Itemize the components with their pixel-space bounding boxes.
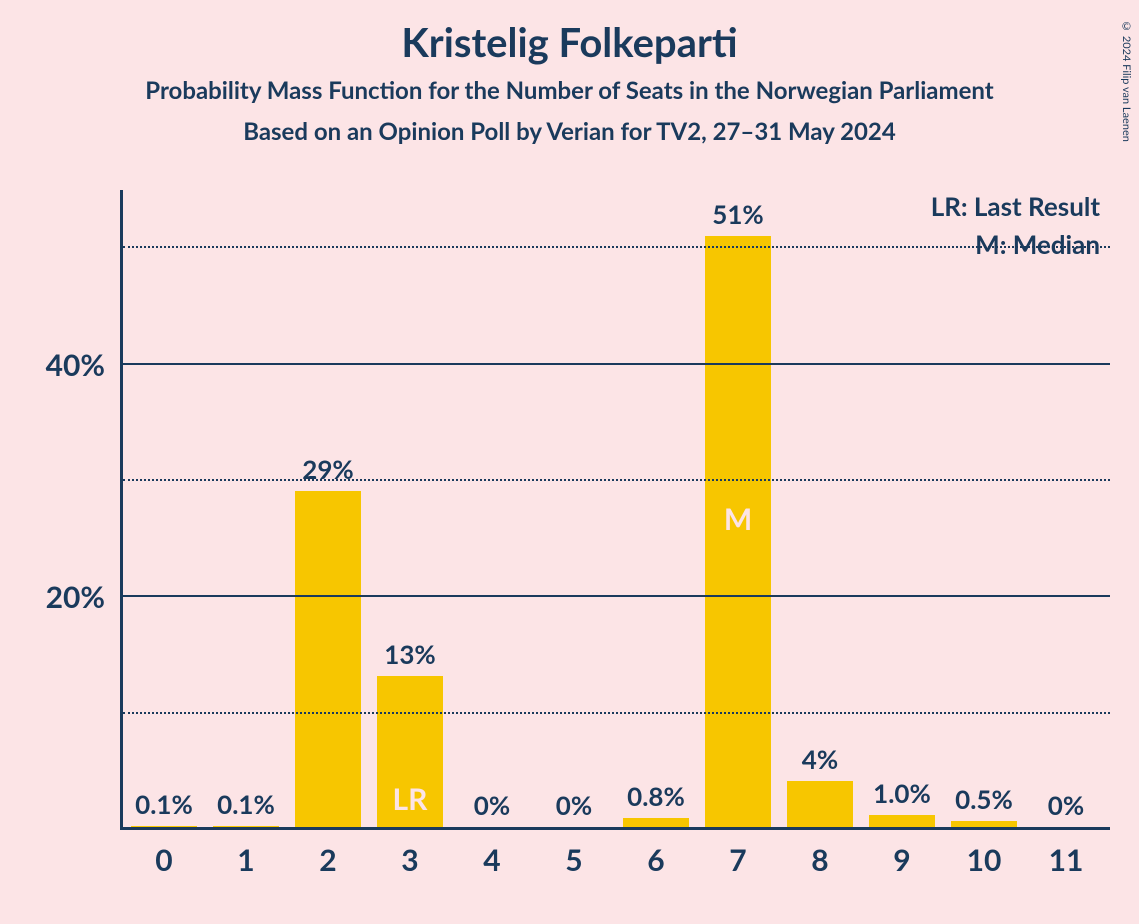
bar-value-label: 0.8%: [627, 780, 685, 812]
x-tick-label: 7: [697, 842, 779, 878]
x-tick-label: 2: [287, 842, 369, 878]
x-axis: [120, 827, 1110, 830]
x-tick-label: 11: [1025, 842, 1107, 878]
bar-value-label: 0.1%: [217, 788, 275, 820]
gridline: [123, 246, 1110, 248]
x-tick-label: 5: [533, 842, 615, 878]
annotation-last-result: LR: [393, 781, 428, 817]
y-tick-label: 20%: [46, 579, 105, 615]
x-tick-label: 9: [861, 842, 943, 878]
bars-container: 0.1%0.1%29%13%LR0%0%0.8%51%M4%1.0%0.5%0%: [123, 190, 1110, 827]
gridline: [123, 595, 1110, 597]
chart-title: Kristelig Folkeparti: [0, 0, 1139, 66]
gridline: [123, 363, 1110, 365]
bar-value-label: 0.1%: [135, 788, 193, 820]
bar-value-label: 4%: [802, 743, 838, 775]
y-tick-label: 40%: [46, 347, 105, 383]
x-tick-label: 10: [943, 842, 1025, 878]
x-tick-label: 6: [615, 842, 697, 878]
chart-plot-area: LR: Last Result M: Median 0.1%0.1%29%13%…: [120, 190, 1110, 830]
chart-subtitle-2: Based on an Opinion Poll by Verian for T…: [0, 117, 1139, 146]
bar-value-label: 1.0%: [873, 777, 931, 809]
bar: 13%LR: [377, 676, 443, 827]
bar: 0.8%: [623, 818, 689, 827]
annotation-median: M: [724, 501, 752, 537]
bar-value-label: 0%: [474, 789, 510, 821]
chart-subtitle-1: Probability Mass Function for the Number…: [0, 76, 1139, 105]
gridline: [123, 712, 1110, 714]
x-tick-label: 4: [451, 842, 533, 878]
bar: 0.5%: [951, 821, 1017, 827]
x-tick-label: 3: [369, 842, 451, 878]
bar-value-label: 51%: [712, 198, 763, 230]
x-tick-label: 0: [123, 842, 205, 878]
x-tick-label: 1: [205, 842, 287, 878]
bar: 51%M: [705, 236, 771, 827]
x-tick-label: 8: [779, 842, 861, 878]
gridline: [123, 479, 1110, 481]
copyright-text: © 2024 Filip van Laenen: [1120, 20, 1133, 142]
bar: 0.1%: [131, 826, 197, 827]
bar-value-label: 0%: [1048, 789, 1084, 821]
bar-value-label: 0.5%: [955, 783, 1013, 815]
bar: 1.0%: [869, 815, 935, 827]
bar: 4%: [787, 781, 853, 827]
bar: 0.1%: [213, 826, 279, 827]
bar-value-label: 13%: [384, 638, 435, 670]
bar: 29%: [295, 491, 361, 827]
bar-value-label: 0%: [556, 789, 592, 821]
